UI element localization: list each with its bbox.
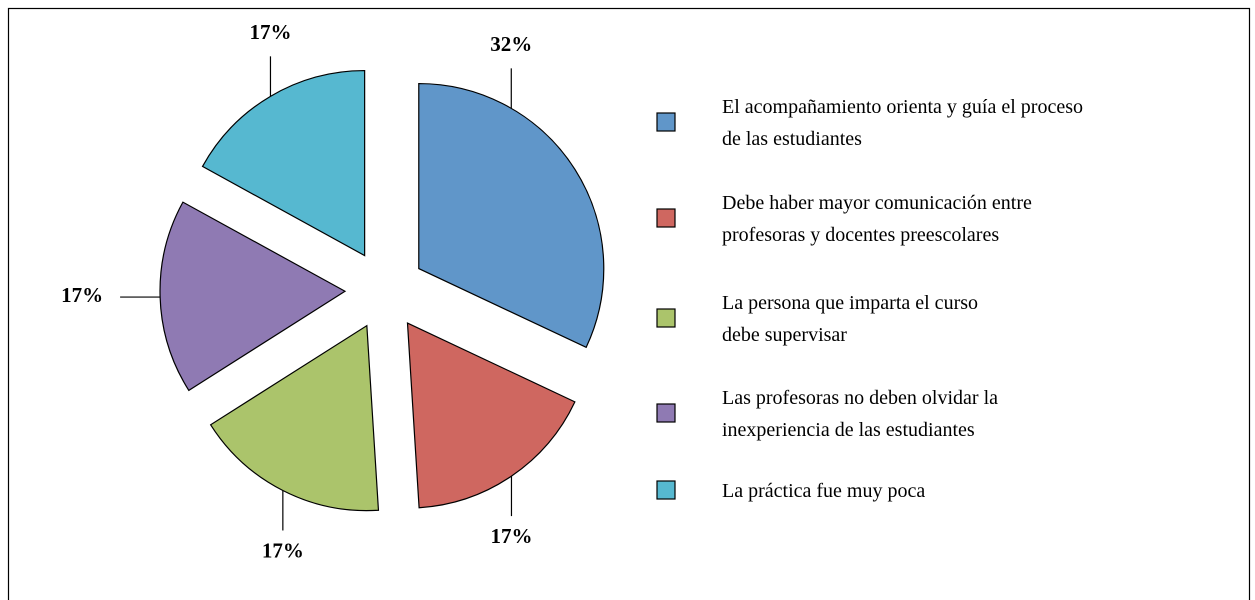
legend-swatch [656,308,676,328]
data-label: 17% [490,524,532,548]
legend-swatch [656,208,676,228]
legend-label: La práctica fue muy poca [722,480,925,502]
legend-label-line: debe supervisar [722,324,847,346]
legend-swatch [656,112,676,132]
legend-label: El acompañamiento orienta y guía el proc… [722,96,1083,150]
data-label: 17% [61,283,103,307]
chart-border [7,7,1251,600]
legend-label-line: La persona que imparta el curso [722,292,978,314]
pie-slice [406,322,576,509]
legend-label-line: Debe haber mayor comunicación entre [722,192,1032,214]
legend-label-line: profesoras y docentes preescolares [722,224,999,246]
pie-slice [418,82,605,349]
pie-slice [209,324,380,512]
legend-swatch [656,403,676,423]
legend-label-line: de las estudiantes [722,128,862,150]
legend-label-line: Las profesoras no deben olvidar la [722,387,998,409]
legend-label-line: inexperiencia de las estudiantes [722,419,975,441]
data-label: 32% [490,32,532,56]
data-label: 17% [249,20,291,44]
pie-slice [201,69,366,257]
legend-label: La persona que imparta el curso debe supe… [722,292,978,346]
pie-slice [159,201,347,392]
legend-label-line: La práctica fue muy poca [722,480,925,502]
legend-swatch [656,480,676,500]
legend-label: Las profesoras no deben olvidar la inexpe… [722,387,998,441]
data-label: 17% [262,538,304,562]
legend-label-line: El acompañamiento orienta y guía el proc… [722,96,1083,118]
legend-label: Debe haber mayor comunicación entre profe… [722,192,1032,246]
